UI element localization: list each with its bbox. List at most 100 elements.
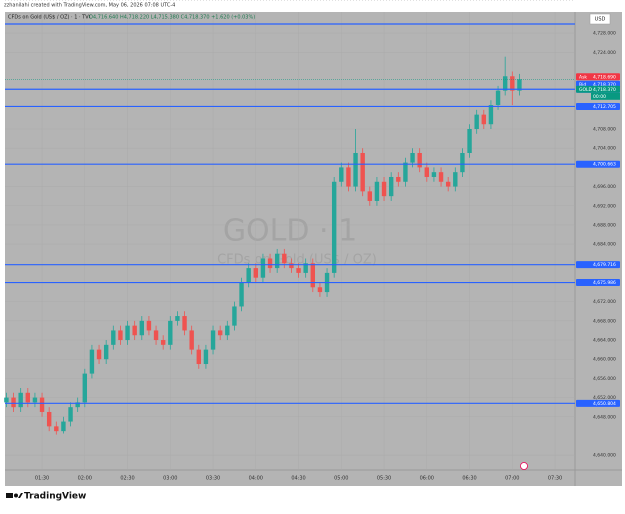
candle-body — [353, 152, 358, 187]
candle-body — [388, 176, 394, 197]
candle-body — [253, 268, 259, 278]
candle-body — [189, 330, 194, 350]
candle-body — [75, 402, 80, 408]
y-tick-label: 4,640.000 — [593, 453, 616, 459]
candle-body — [96, 349, 102, 360]
header: zzhanilahi created with TradingView.com,… — [4, 3, 175, 9]
candle-body — [267, 258, 273, 269]
x-tick-label: 03:30 — [206, 476, 220, 482]
candle-body — [111, 330, 116, 345]
candle-body — [217, 330, 223, 336]
price-tag-box — [576, 73, 620, 81]
candle-body — [139, 320, 145, 336]
candle-body — [168, 320, 173, 345]
price-tag-box — [576, 0, 620, 7]
candle-body — [39, 397, 45, 412]
logo-mark — [18, 493, 23, 498]
price-tag-box — [576, 85, 620, 93]
candle-body — [410, 152, 415, 163]
price-tag-value: 4,718.370 — [593, 87, 616, 93]
candle-body — [360, 152, 365, 192]
candle-body — [438, 172, 444, 182]
level-label: 4,675.986 — [593, 280, 616, 286]
y-tick-label: 4,660.000 — [593, 357, 616, 363]
candle-body — [396, 176, 401, 182]
watermark-sub: CFDs on Gold (US$ / OZ) — [217, 253, 377, 268]
candle-body — [246, 268, 251, 283]
level-label-box — [576, 160, 620, 168]
level-label: 4,700.663 — [593, 162, 616, 168]
candle-body — [453, 172, 458, 187]
countdown-box — [591, 92, 620, 100]
candle-body — [310, 263, 316, 288]
candle-body — [103, 344, 109, 360]
candle-body — [260, 258, 266, 278]
candle-body — [239, 282, 244, 307]
candle-body — [146, 320, 152, 331]
x-tick-label: 02:30 — [120, 476, 134, 482]
candle-body — [303, 263, 308, 273]
candle-body — [18, 392, 23, 408]
symbol: CFDs on Gold (US$ / OZ) · 1 · TVC — [8, 15, 93, 21]
y-tick-label: 4,724.000 — [593, 50, 616, 56]
candle-body — [196, 349, 202, 365]
x-tick-label: 04:30 — [291, 476, 305, 482]
candle-body — [346, 167, 351, 187]
candle-body — [445, 181, 451, 187]
candle-body — [61, 421, 66, 432]
price-tag-name: Ask — [579, 74, 587, 80]
level-label-box — [576, 399, 620, 407]
candle-body — [289, 263, 294, 269]
candle-body — [274, 253, 280, 269]
candle-body — [460, 152, 465, 173]
candle-body — [282, 253, 287, 264]
candle-body — [517, 79, 522, 91]
candle-body — [488, 105, 494, 125]
logo-mark — [6, 493, 13, 498]
x-tick-label: 06:30 — [462, 476, 476, 482]
y-tick-label: 4,708.000 — [593, 127, 616, 133]
candle-body — [225, 325, 230, 336]
y-tick-label: 4,704.000 — [593, 146, 616, 152]
candle-body — [89, 349, 95, 374]
candle-body — [132, 325, 137, 336]
x-tick-label: 04:00 — [249, 476, 263, 482]
currency-box[interactable] — [589, 13, 611, 25]
price-tag-name: GOLD — [579, 87, 593, 93]
candle-body — [46, 411, 52, 427]
level-label-box — [576, 261, 620, 269]
price-tag-name: Bid — [579, 82, 586, 88]
candle-body — [232, 306, 237, 326]
candle-body — [331, 181, 337, 273]
candle-body — [182, 316, 187, 331]
candle-body — [4, 397, 9, 403]
candle-body — [160, 340, 166, 345]
currency[interactable]: USD — [595, 17, 606, 23]
candle-body — [339, 167, 344, 182]
y-tick-label: 4,668.000 — [593, 318, 616, 324]
countdown: 00:00 — [593, 94, 606, 100]
candle-body — [82, 373, 88, 403]
y-tick-label: 4,664.000 — [593, 338, 616, 344]
candle-body — [68, 407, 73, 422]
candle-body — [175, 316, 180, 321]
event-icon[interactable] — [520, 462, 528, 470]
candle-body — [474, 114, 479, 130]
x-tick-label: 07:00 — [505, 476, 519, 482]
y-tick-label: 4,684.000 — [593, 242, 616, 248]
candle-body — [424, 167, 430, 177]
candle-body — [431, 172, 437, 177]
candle-body — [203, 349, 209, 365]
brand: TradingView — [24, 492, 86, 502]
candle-body — [510, 76, 515, 91]
candle-body — [381, 181, 387, 197]
candle-body — [495, 90, 501, 106]
price-tag-value: 4,718.370 — [593, 82, 616, 88]
candle-body — [118, 330, 123, 341]
plot-area — [5, 12, 575, 470]
y-tick-label: 4,648.000 — [593, 414, 616, 420]
level-label: 4,679.716 — [593, 262, 616, 268]
x-tick-label: 06:00 — [420, 476, 434, 482]
